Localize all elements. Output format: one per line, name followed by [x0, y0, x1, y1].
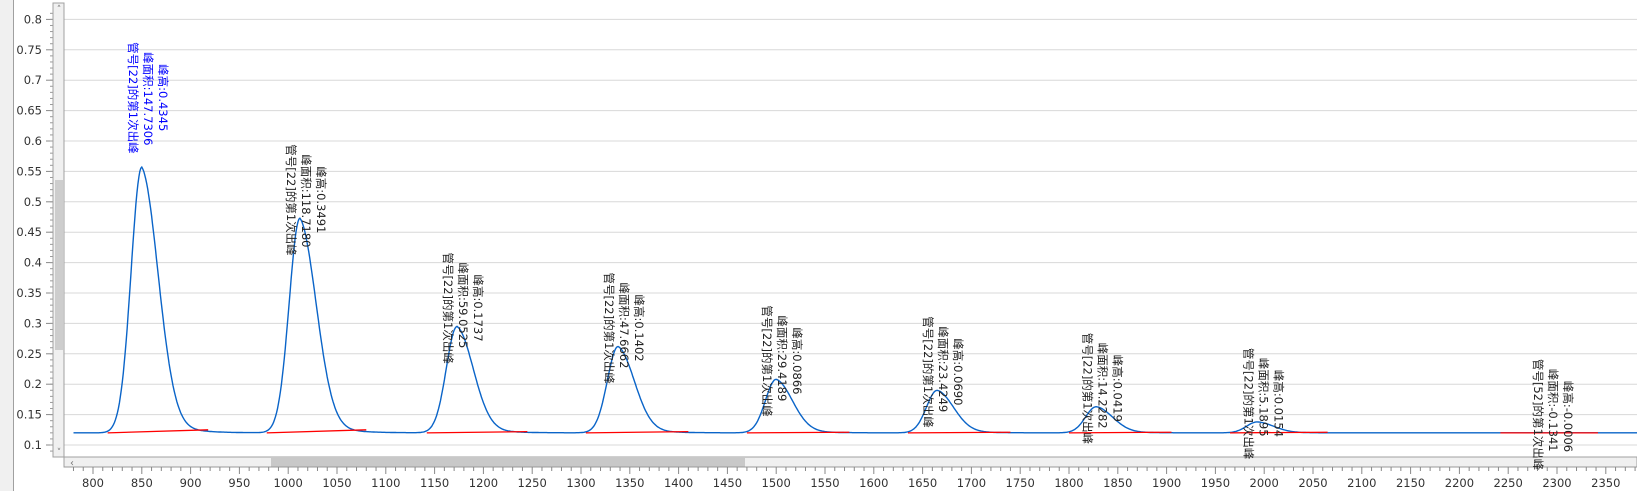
peak-label-area[interactable]: 峰面积:118.7180 [299, 154, 313, 247]
x-tick-label: 1750 [1006, 476, 1035, 490]
x-tick-label: 2200 [1445, 476, 1474, 490]
peak-baseline [746, 431, 850, 434]
x-tick-label: 1500 [762, 476, 791, 490]
x-tick-label: 2050 [1298, 476, 1327, 490]
peak-label-tube[interactable]: 管号[52]的第1次出峰 [1531, 359, 1545, 471]
peak-label-tube[interactable]: 管号[22]的第1次出峰 [284, 144, 298, 256]
peak-label-tube[interactable]: 管号[22]的第1次出峰 [602, 273, 616, 385]
peak-label-tube[interactable]: 管号[22]的第1次出峰 [1080, 333, 1094, 445]
x-tick-label: 1400 [664, 476, 693, 490]
peak-label-height[interactable]: 峰高:0.0419 [1110, 355, 1124, 422]
x-tick-label: 1350 [615, 476, 644, 490]
x-tick-label: 1950 [1201, 476, 1230, 490]
x-tick-label: 1850 [1103, 476, 1132, 490]
peak-label-height[interactable]: 峰高:0.3491 [314, 166, 328, 233]
x-tick-label: 2300 [1542, 476, 1571, 490]
left-panel-edge [0, 0, 14, 491]
peak-label-tube[interactable]: 管号[22]的第1次出峰 [921, 316, 935, 428]
x-tick-label: 850 [131, 476, 153, 490]
peak-label-tube[interactable]: 管号[22]的第1次出峰 [1241, 348, 1255, 460]
x-tick-label: 1900 [1152, 476, 1181, 490]
peak-label-height[interactable]: 峰高:0.1402 [632, 295, 646, 362]
x-tick-label: 1300 [566, 476, 595, 490]
x-tick-label: 1600 [859, 476, 888, 490]
x-tick-label: 950 [228, 476, 250, 490]
peak-baseline [107, 429, 209, 434]
peak-label-height[interactable]: 峰高:0.0690 [951, 338, 965, 405]
peak-label-height[interactable]: 峰高:0.4345 [156, 64, 170, 131]
peak-label-tube[interactable]: 管号[22]的第1次出峰 [126, 42, 140, 154]
y-tick-label: 0.15 [16, 408, 42, 422]
peak-label-area[interactable]: 峰面积:47.6662 [617, 283, 631, 369]
x-tick-label: 1200 [469, 476, 498, 490]
y-tick-label: 0.2 [24, 377, 42, 391]
scroll-down-arrow-icon[interactable]: ˅ [57, 448, 62, 458]
peak-label-area[interactable]: 峰面积:147.7306 [141, 52, 155, 145]
peak-label-tube[interactable]: 管号[22]的第1次出峰 [760, 305, 774, 417]
peak-label-height[interactable]: 峰高:-0.0006 [1561, 381, 1575, 452]
peak-label-area[interactable]: 峰面积:-0.1341 [1546, 369, 1560, 452]
x-tick-label: 1450 [713, 476, 742, 490]
y-tick-label: 0.35 [16, 286, 42, 300]
peak-label-area[interactable]: 峰面积:23.4249 [936, 326, 950, 412]
y-tick-label: 0.25 [16, 347, 42, 361]
x-tick-label: 1800 [1054, 476, 1083, 490]
y-tick-label: 0.1 [24, 438, 42, 452]
peak-label-height[interactable]: 峰高:0.0866 [790, 327, 804, 394]
y-tick-label: 0.5 [24, 195, 42, 209]
y-tick-label: 0.55 [16, 164, 42, 178]
x-tick-label: 900 [180, 476, 202, 490]
x-tick-label: 1050 [322, 476, 351, 490]
peak-label-area[interactable]: 峰面积:14.2282 [1095, 343, 1109, 429]
peak-baseline [585, 430, 689, 434]
y-tick-label: 0.6 [24, 134, 42, 148]
horizontal-scrollbar-thumb[interactable] [271, 458, 745, 467]
x-tick-label: 1700 [957, 476, 986, 490]
y-tick-label: 0.65 [16, 104, 42, 118]
signal-trace [73, 165, 1637, 434]
x-tick-label: 800 [82, 476, 104, 490]
peak-label-area[interactable]: 峰面积:59.0525 [456, 262, 470, 348]
y-tick-label: 0.75 [16, 43, 42, 57]
x-tick-label: 2150 [1396, 476, 1425, 490]
x-tick-label: 2100 [1347, 476, 1376, 490]
y-tick-label: 0.45 [16, 225, 42, 239]
scroll-up-arrow-icon[interactable]: ˄ [57, 5, 62, 15]
plot-area [64, 3, 1637, 457]
y-tick-label: 0.8 [24, 12, 42, 26]
scroll-left-arrow-icon[interactable]: ‹ [70, 458, 74, 469]
peak-baseline [1230, 431, 1328, 434]
y-tick-label: 0.3 [24, 316, 42, 330]
peak-label-height[interactable]: 峰高:0.0154 [1271, 370, 1285, 437]
x-tick-label: 2250 [1494, 476, 1523, 490]
peak-label-area[interactable]: 峰面积:5.1895 [1256, 358, 1270, 437]
x-tick-label: 2350 [1591, 476, 1620, 490]
peak-baseline [426, 430, 528, 434]
x-tick-label: 2000 [1250, 476, 1279, 490]
peak-baseline [907, 431, 1011, 434]
x-tick-label: 1550 [810, 476, 839, 490]
x-tick-label: 1100 [371, 476, 400, 490]
y-tick-label: 0.4 [24, 256, 42, 270]
peak-label-tube[interactable]: 管号[22]的第1次出峰 [441, 252, 455, 364]
vertical-scrollbar-thumb[interactable] [55, 180, 63, 350]
peak-label-height[interactable]: 峰高:0.1737 [471, 274, 485, 341]
x-tick-label: 1650 [908, 476, 937, 490]
peak-baseline [1068, 431, 1172, 434]
peak-baseline [266, 429, 367, 434]
x-tick-label: 1000 [274, 476, 303, 490]
x-tick-label: 1250 [518, 476, 547, 490]
y-tick-label: 0.7 [24, 73, 42, 87]
x-tick-label: 1150 [420, 476, 449, 490]
peak-label-area[interactable]: 峰面积:29.4189 [775, 315, 789, 401]
